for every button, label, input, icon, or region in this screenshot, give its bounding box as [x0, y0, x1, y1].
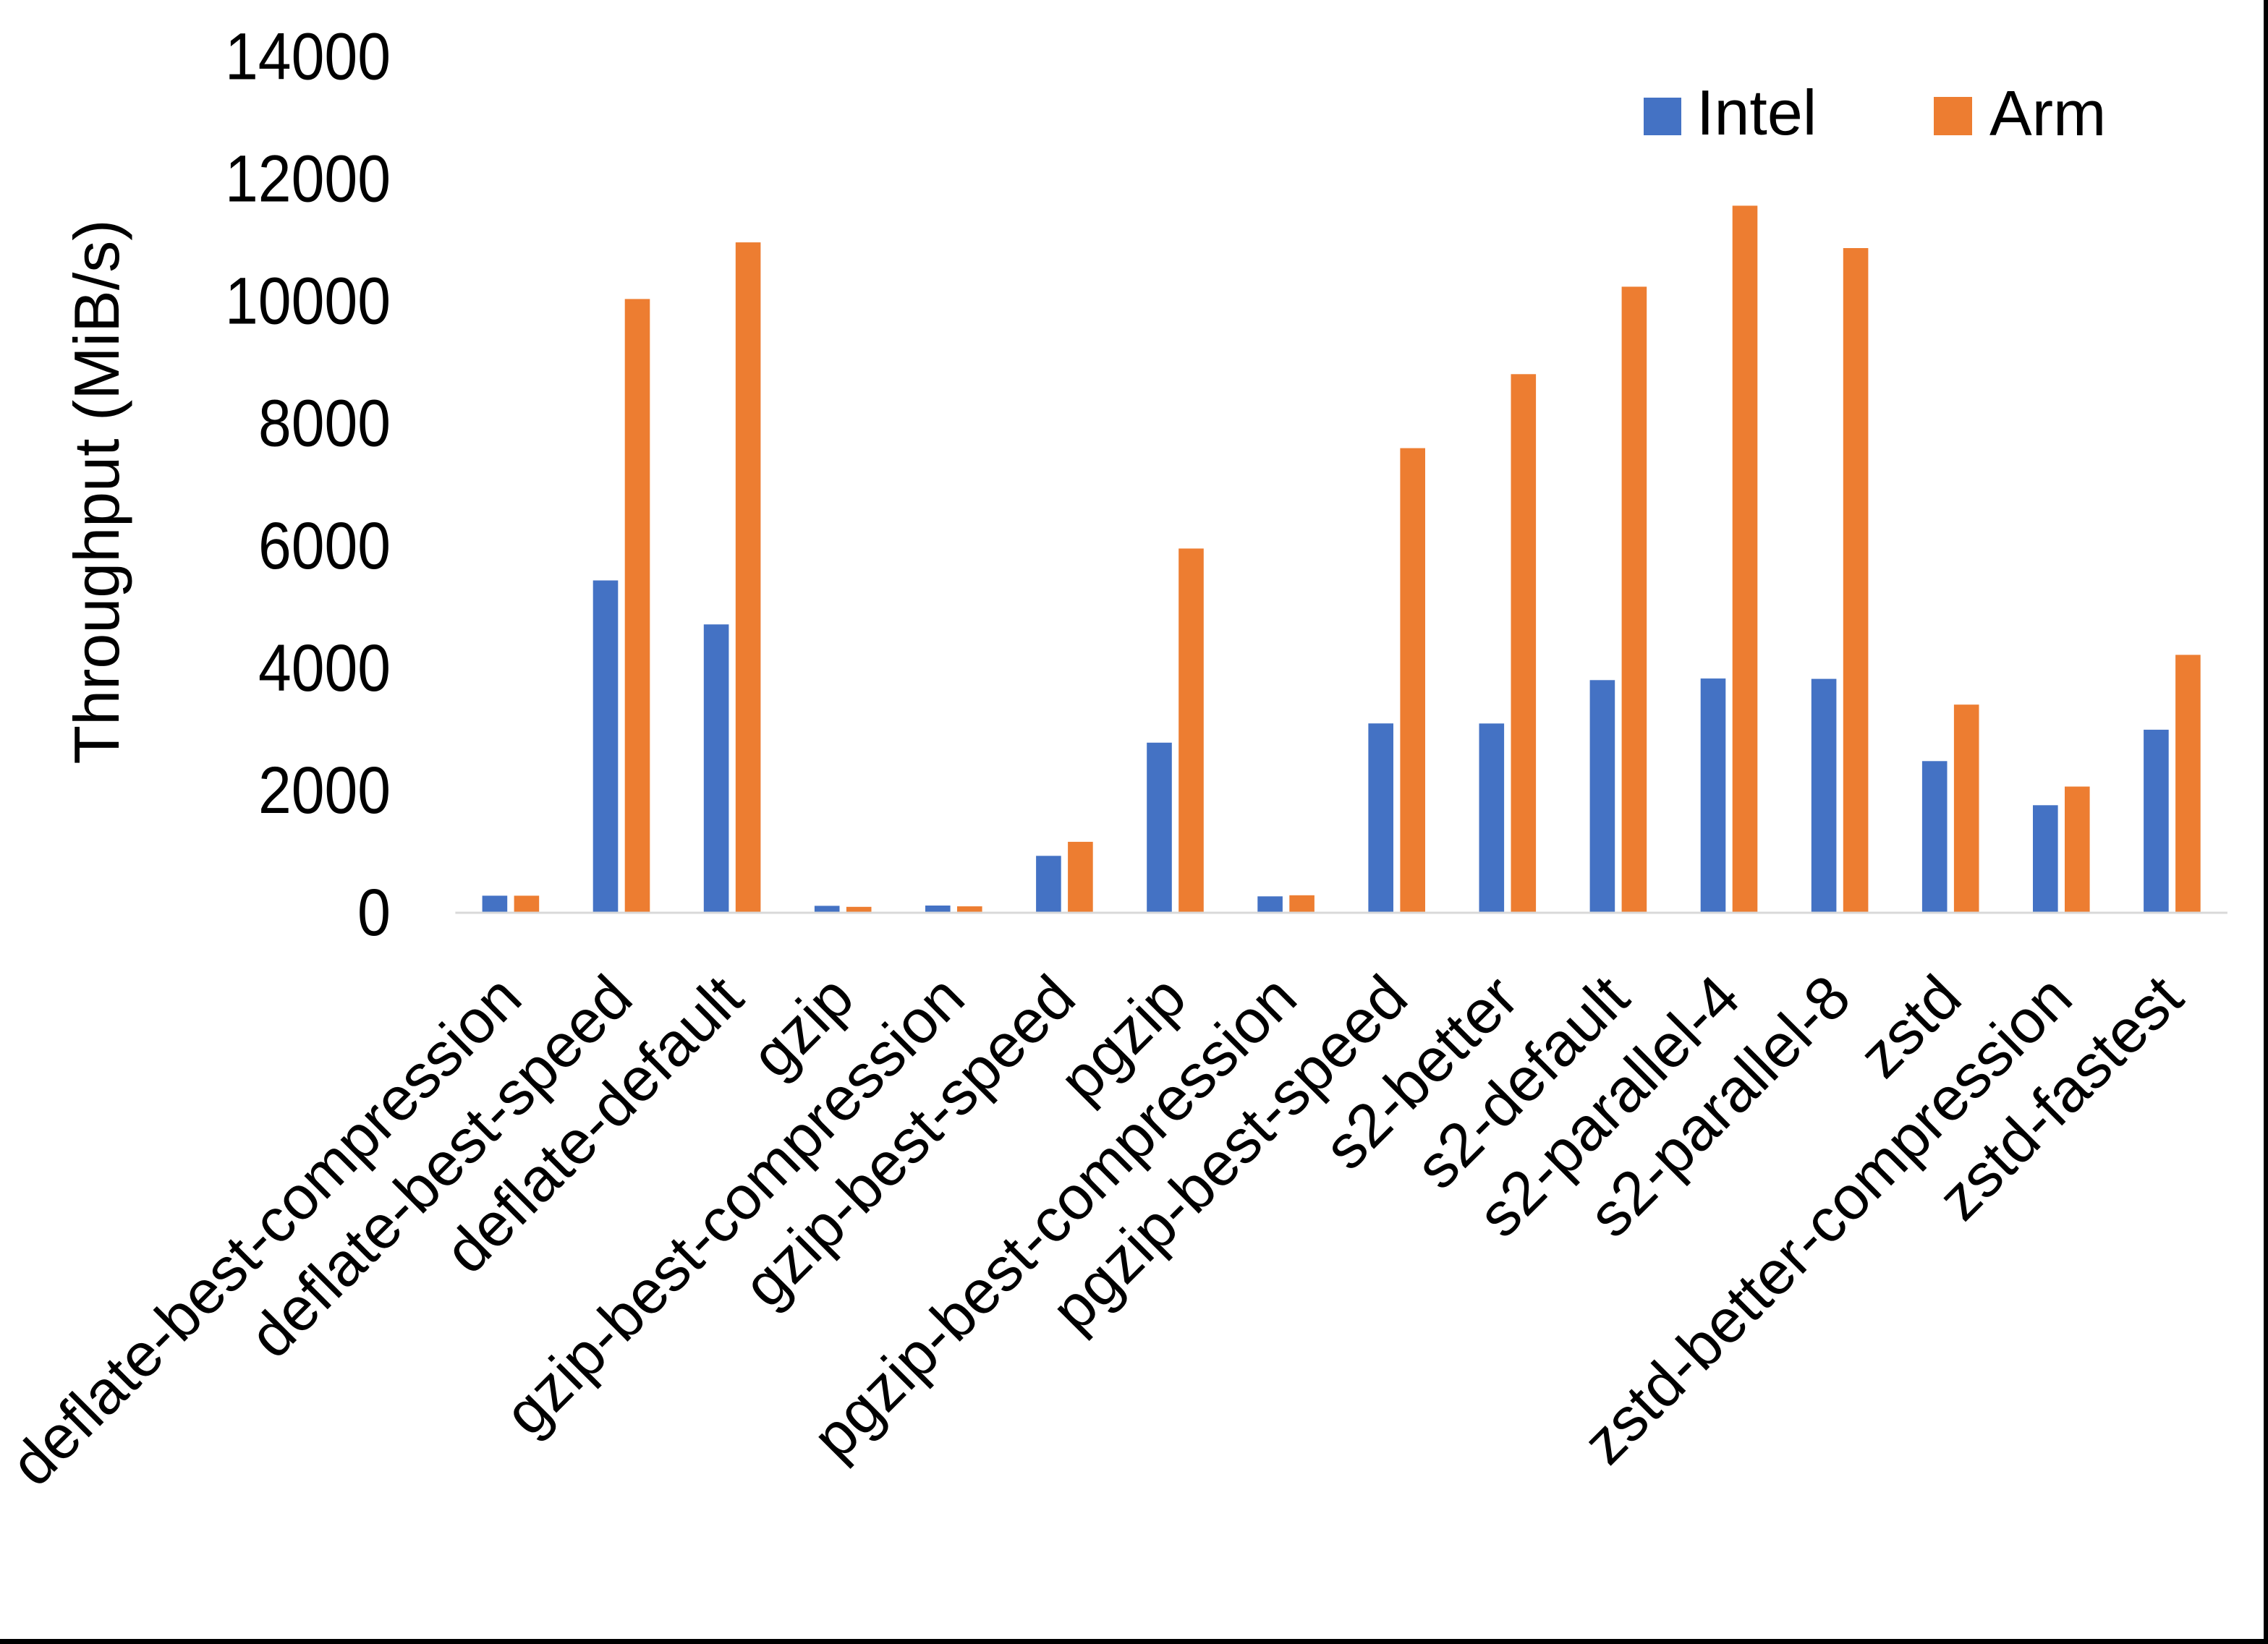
svg-text:8000: 8000 [258, 387, 391, 461]
svg-text:Arm: Arm [1989, 77, 2106, 149]
svg-text:2000: 2000 [258, 754, 391, 827]
svg-text:6000: 6000 [258, 509, 391, 583]
svg-text:12000: 12000 [225, 142, 391, 216]
svg-text:14000: 14000 [225, 20, 391, 93]
svg-text:10000: 10000 [225, 265, 391, 338]
svg-text:0: 0 [357, 876, 391, 950]
svg-text:Intel: Intel [1696, 77, 1817, 148]
svg-text:Throughput (MiB/s): Throughput (MiB/s) [61, 219, 132, 764]
svg-text:4000: 4000 [258, 631, 391, 705]
